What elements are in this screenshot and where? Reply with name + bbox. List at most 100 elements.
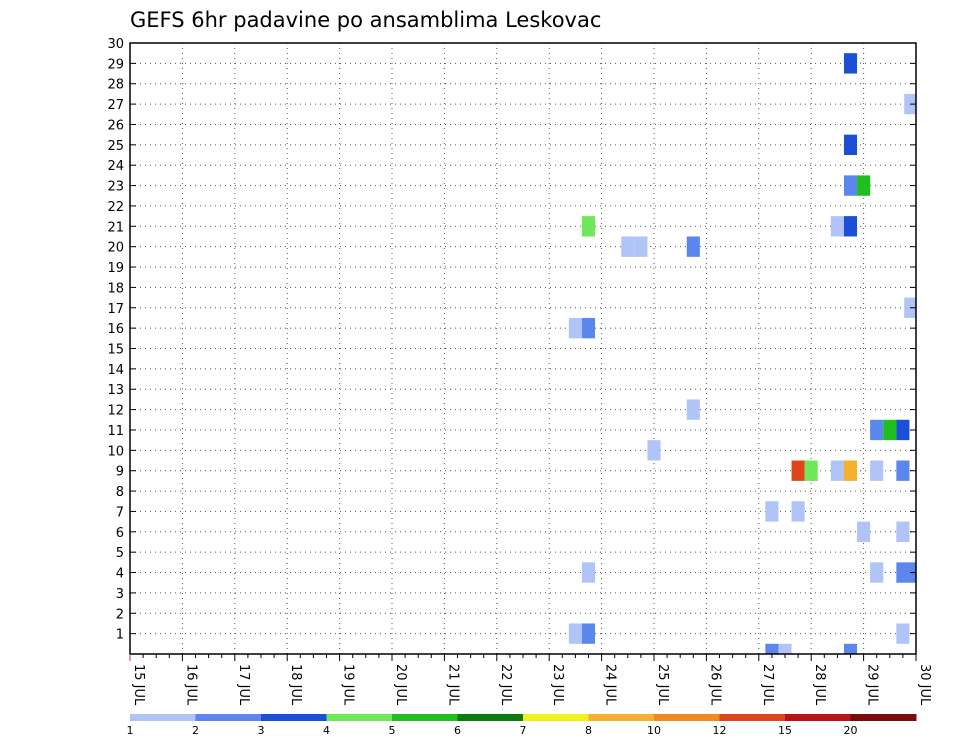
precip-cell <box>843 460 858 481</box>
y-tick-label: 28 <box>107 78 124 93</box>
colorbar-label: 12 <box>713 724 727 737</box>
precip-cell <box>778 643 792 654</box>
y-tick-label: 29 <box>107 57 124 72</box>
precip-cell <box>647 440 661 461</box>
y-tick-label: 15 <box>107 343 124 358</box>
colorbar-segment <box>392 714 458 721</box>
precip-cell <box>883 419 897 441</box>
colorbar: 1 2 3 4 5 6 7 8 10 12 15 20 <box>127 714 917 737</box>
colorbar-label: 4 <box>323 724 330 737</box>
colorbar-label: 8 <box>585 724 592 737</box>
x-tick-label: 20 JUL <box>393 664 408 706</box>
x-tick-label: 24 JUL <box>603 664 618 706</box>
x-tick-label: 30 JUL <box>917 664 932 706</box>
precip-cell <box>686 399 700 420</box>
precip-cell <box>843 53 858 74</box>
y-tick-label: 13 <box>107 383 124 398</box>
y-tick-label: 12 <box>107 404 124 419</box>
colorbar-segment <box>719 714 786 721</box>
y-tick-label: 5 <box>116 546 124 561</box>
x-tick-label: 19 JUL <box>341 664 356 706</box>
precip-cell <box>568 317 582 339</box>
x-tick-label: 26 JUL <box>707 664 722 706</box>
plot-frame <box>129 42 917 655</box>
precip-cell <box>765 643 779 654</box>
y-tick-label: 30 <box>107 37 124 52</box>
precip-cell <box>896 419 910 441</box>
precip-cell <box>870 419 884 441</box>
y-tick-label: 25 <box>107 139 124 154</box>
grid-lines <box>130 43 916 654</box>
y-tick-label: 7 <box>116 505 124 520</box>
precip-cell <box>843 134 858 156</box>
precip-cell <box>686 236 700 257</box>
colorbar-segment <box>654 714 720 721</box>
colorbar-label: 1 <box>127 724 134 737</box>
y-tick-label: 10 <box>107 444 124 459</box>
colorbar-segment <box>326 714 393 721</box>
y-tick-label: 8 <box>116 485 124 500</box>
precip-cell <box>896 562 910 583</box>
colorbar-label: 15 <box>778 724 792 737</box>
y-tick-label: 20 <box>107 241 124 256</box>
y-tick-label: 6 <box>116 526 124 541</box>
precip-cell <box>581 623 596 644</box>
y-tick-label: 3 <box>116 587 124 602</box>
y-tick-label: 4 <box>116 567 124 582</box>
precip-cell <box>765 501 779 522</box>
x-tick-label: 27 JUL <box>760 664 775 706</box>
y-tick-label: 17 <box>107 302 124 317</box>
precip-cell <box>830 216 844 237</box>
precip-cell <box>791 460 805 481</box>
colorbar-label: 10 <box>647 724 661 737</box>
x-tick-label: 21 JUL <box>445 664 460 706</box>
colorbar-label: 7 <box>520 724 527 737</box>
y-tick-label: 11 <box>107 424 124 439</box>
x-tick-label: 17 JUL <box>236 664 251 706</box>
y-tick-label: 24 <box>107 159 124 174</box>
x-tick-label: 18 JUL <box>288 664 303 706</box>
precip-cell <box>581 562 596 583</box>
colorbar-segment <box>261 714 327 721</box>
colorbar-segment <box>850 714 917 721</box>
colorbar-label: 6 <box>454 724 461 737</box>
y-tick-label: 14 <box>107 363 124 378</box>
colorbar-segment <box>195 714 262 721</box>
precip-cell <box>870 562 884 583</box>
y-tick-label: 27 <box>107 98 124 113</box>
precip-cell <box>830 460 844 481</box>
precip-cell <box>896 460 910 481</box>
colorbar-segment <box>523 714 589 721</box>
colorbar-label: 3 <box>258 724 265 737</box>
precip-cell <box>896 623 910 644</box>
colorbar-label: 2 <box>192 724 199 737</box>
precip-cell <box>896 521 910 542</box>
y-tick-label: 21 <box>107 220 124 235</box>
y-tick-label: 18 <box>107 281 124 296</box>
y-tick-label: 9 <box>116 465 124 480</box>
precip-cell <box>568 623 582 644</box>
colorbar-segment <box>588 714 655 721</box>
y-tick-label: 22 <box>107 200 124 215</box>
precip-cell <box>621 236 635 257</box>
precip-cell <box>857 175 871 196</box>
precip-cell <box>843 643 858 654</box>
colorbar-label: 5 <box>389 724 396 737</box>
x-tick-label: 25 JUL <box>655 664 670 706</box>
y-tick-label: 16 <box>107 322 124 337</box>
y-axis: 1234567891011121314151617181920212223242… <box>107 37 916 643</box>
precip-cell <box>870 460 884 481</box>
y-tick-label: 2 <box>116 607 124 622</box>
precip-cell <box>843 216 858 237</box>
y-tick-label: 23 <box>107 180 124 195</box>
precip-cell <box>791 501 805 522</box>
x-tick-label: 22 JUL <box>498 664 513 706</box>
colorbar-label: 20 <box>844 724 858 737</box>
y-tick-label: 1 <box>116 628 124 643</box>
y-tick-label: 19 <box>107 261 124 276</box>
x-axis: 15 JUL 16 JUL 17 JUL 18 JUL 19 JUL 20 JUL 21 J… <box>129 654 932 706</box>
x-tick-label: 15 JUL <box>131 664 146 706</box>
colorbar-segment <box>785 714 851 721</box>
precip-cell <box>843 175 858 196</box>
